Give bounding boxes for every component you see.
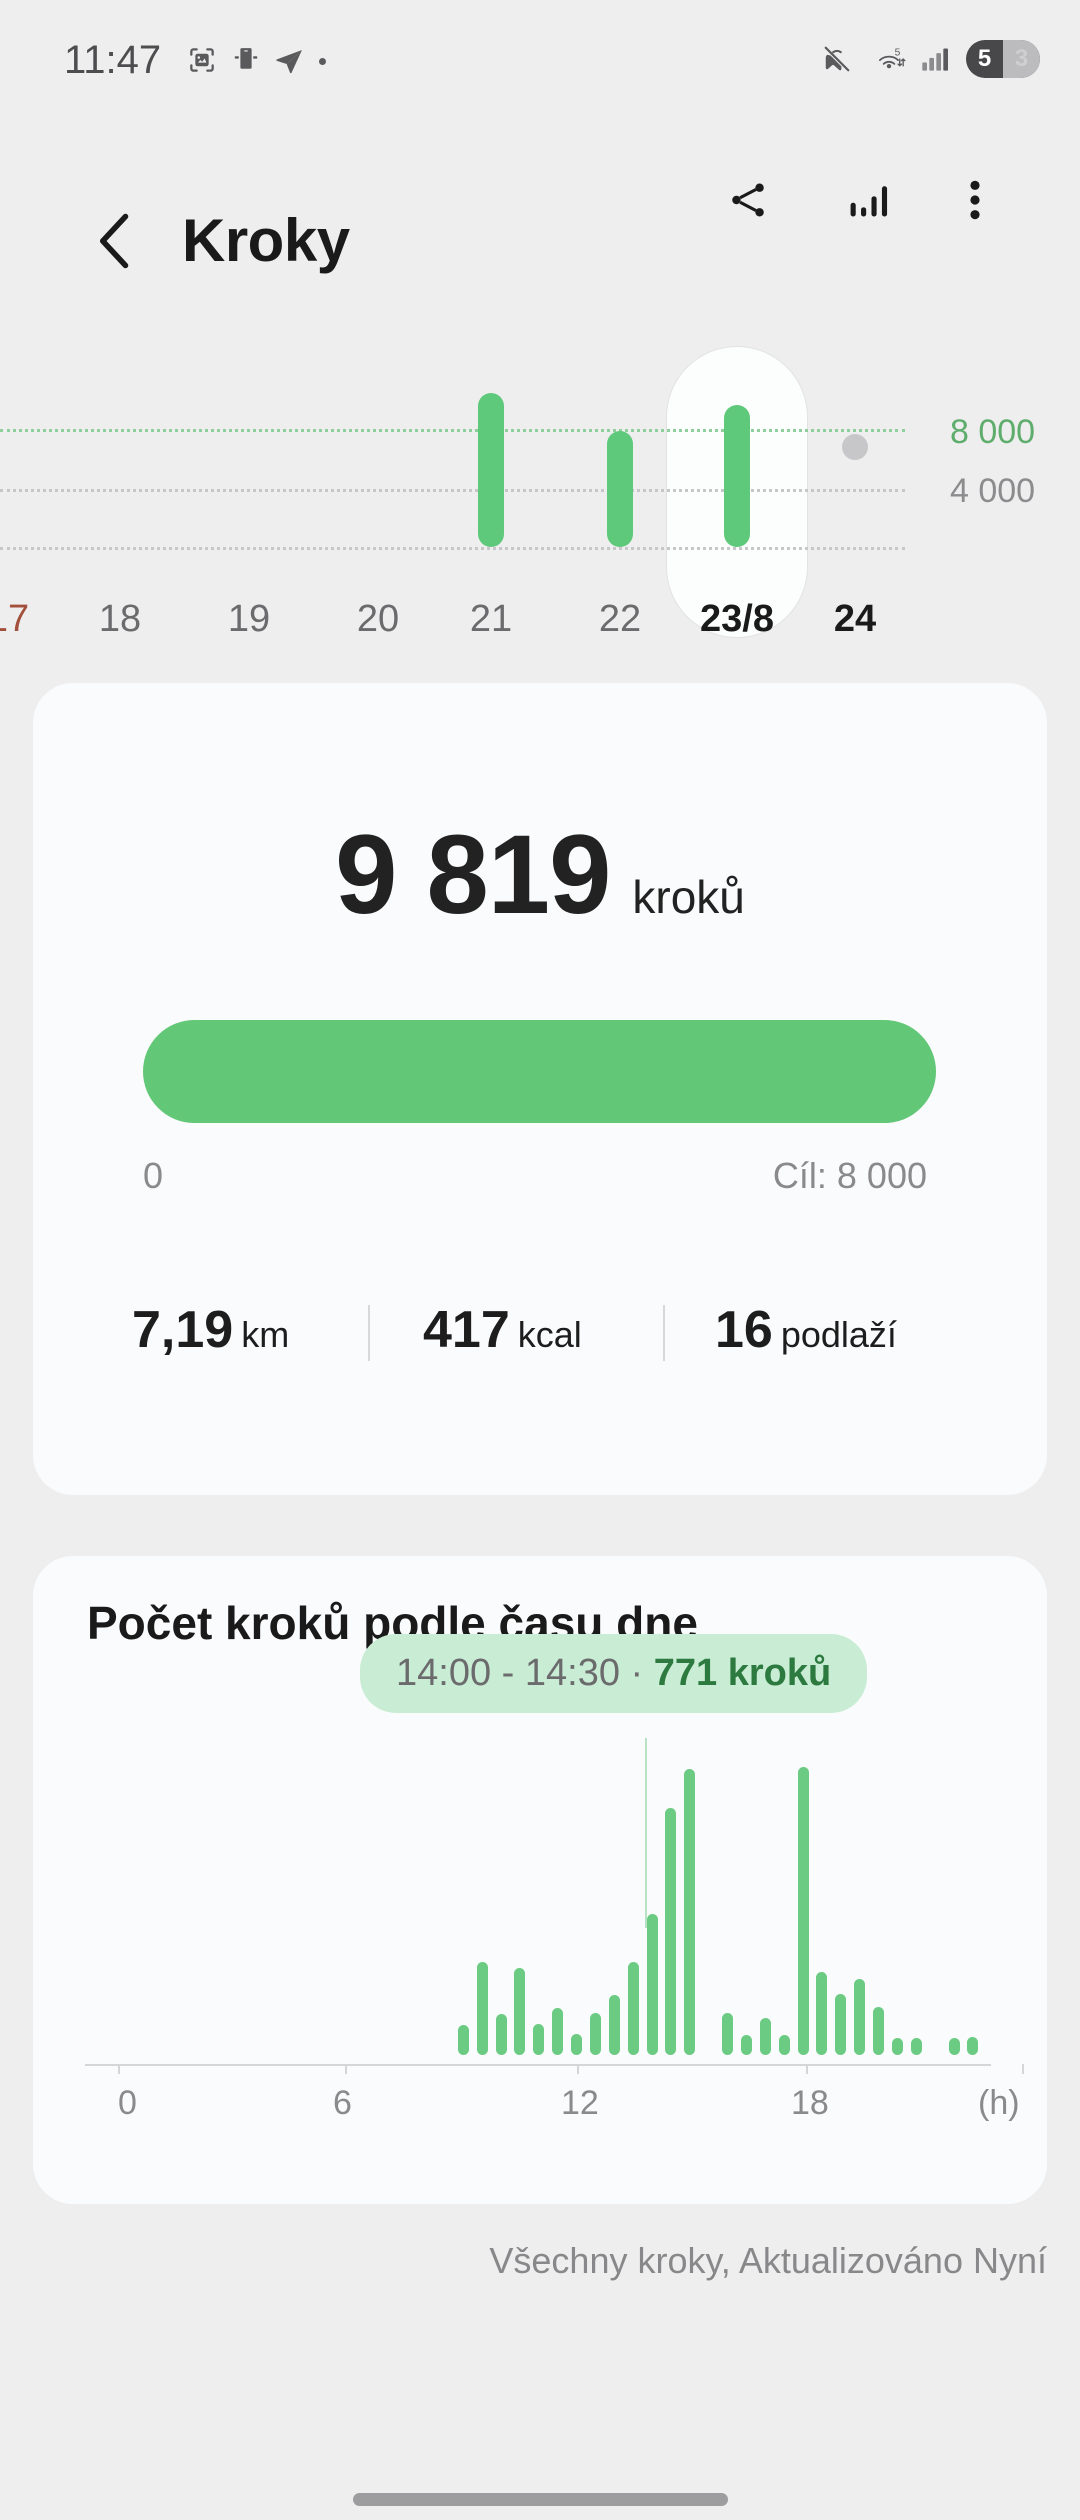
svg-text:5: 5 [895, 48, 901, 59]
